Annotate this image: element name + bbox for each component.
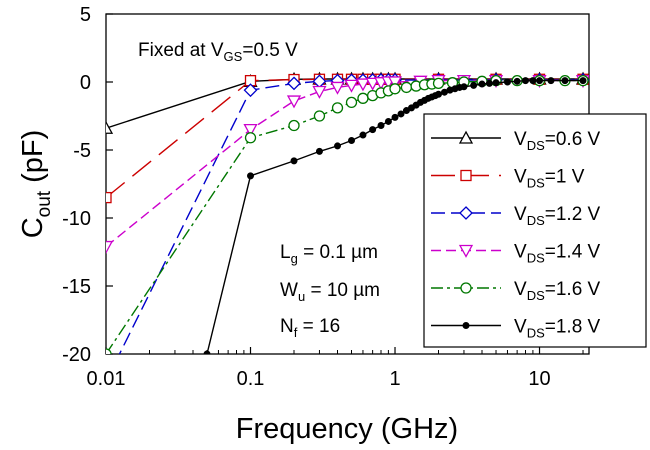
series-point xyxy=(315,147,323,155)
legend-entry: VDS=1.4 V xyxy=(431,242,601,266)
legend-entry: VDS=1.8 V xyxy=(431,317,601,341)
series-5 xyxy=(106,74,589,354)
series-point xyxy=(377,122,385,130)
nf-annotation: Nf = 16 xyxy=(280,316,340,340)
fixed-vgs-annotation: Fixed at VGS=0.5 V xyxy=(138,40,298,64)
legend: VDS=0.6 V VDS=1 V VDS=1.2 V VDS=1.4 V VDS=1.… xyxy=(423,113,647,348)
series-point xyxy=(389,83,401,95)
x-tick-label: 0.1 xyxy=(237,368,265,390)
series-point xyxy=(331,102,344,114)
x-tick-label: 1 xyxy=(389,368,400,390)
series-point xyxy=(244,132,257,144)
series-point xyxy=(470,81,478,89)
series-point xyxy=(334,142,342,150)
series-point xyxy=(384,117,392,125)
legend-entry: VDS=1.2 V xyxy=(431,204,601,228)
series-point xyxy=(290,157,298,165)
legend-label: VDS=1 V xyxy=(514,167,585,191)
series-point xyxy=(391,113,399,121)
series-point xyxy=(243,83,258,98)
series-point xyxy=(345,96,358,109)
series-point xyxy=(387,76,403,90)
series-point xyxy=(397,110,405,118)
legend-marker xyxy=(462,322,470,329)
legend-entry: VDS=0.6 V xyxy=(431,129,601,153)
x-tick-label: 0.01 xyxy=(87,368,126,390)
y-tick-label: -20 xyxy=(62,344,91,366)
series-point xyxy=(203,350,211,354)
x-tick-label: 10 xyxy=(528,368,550,390)
series-point xyxy=(359,131,367,139)
lg-annotation: Lg = 0.1 µm xyxy=(280,242,378,266)
series-point xyxy=(492,79,500,87)
series-point xyxy=(313,110,326,122)
series-point xyxy=(243,123,258,137)
series-point xyxy=(432,77,445,90)
legend-label: VDS=1.4 V xyxy=(514,242,601,266)
legend-label: VDS=0.6 V xyxy=(514,129,601,153)
legend-entry: VDS=1.6 V xyxy=(431,279,601,303)
legend-marker xyxy=(460,169,472,182)
y-tick-label: -15 xyxy=(62,276,91,298)
series-point xyxy=(529,77,537,85)
x-axis-title: Frequency (GHz) xyxy=(236,413,458,445)
series-point xyxy=(106,348,112,354)
legend-marker xyxy=(458,130,474,144)
series-point xyxy=(561,77,569,85)
series-point xyxy=(485,79,493,87)
legend-marker xyxy=(459,206,473,220)
series-point xyxy=(536,77,544,85)
series-point xyxy=(365,77,380,91)
series-point xyxy=(106,120,114,134)
series-point xyxy=(106,191,112,204)
legend-label: VDS=1.6 V xyxy=(514,279,601,303)
y-axis-ticks: 5 0 -5 -10 -15 -20 xyxy=(62,4,113,366)
series-point xyxy=(287,76,301,91)
series-point xyxy=(288,119,300,132)
series-point xyxy=(344,79,359,93)
legend-label: VDS=1.2 V xyxy=(514,204,601,228)
series-point xyxy=(312,85,327,99)
series-point xyxy=(348,136,356,144)
series-point xyxy=(357,92,369,104)
y-tick-label: -5 xyxy=(73,140,91,162)
series-point xyxy=(513,77,521,85)
series-point xyxy=(106,240,114,254)
legend-marker xyxy=(460,282,472,294)
y-tick-label: -10 xyxy=(62,208,91,230)
series-point xyxy=(522,77,530,85)
series-point xyxy=(247,172,255,180)
legend-label: VDS=1.8 V xyxy=(514,317,601,341)
series-point xyxy=(355,78,371,92)
legend-box xyxy=(423,113,647,348)
series-point xyxy=(330,81,345,95)
legend-marker xyxy=(458,244,474,258)
y-axis-title: Cout (pF) xyxy=(17,130,55,239)
series-point xyxy=(400,81,413,94)
wu-annotation: Wu = 10 µm xyxy=(280,280,380,304)
series-point xyxy=(460,83,468,91)
series-point xyxy=(547,77,555,85)
series-point xyxy=(579,77,587,85)
series-layer xyxy=(106,71,589,354)
y-tick-label: 0 xyxy=(80,72,91,94)
series-line xyxy=(106,79,583,248)
series-point xyxy=(478,80,486,88)
series-point xyxy=(286,95,302,109)
series-point xyxy=(369,126,377,134)
legend-entry: VDS=1 V xyxy=(431,167,585,191)
series-point xyxy=(503,78,511,86)
x-axis-ticks: 0.01 0.1 1 10 xyxy=(87,347,584,390)
series-6 xyxy=(203,77,587,354)
y-tick-label: 5 xyxy=(80,4,91,26)
series-point xyxy=(435,90,443,98)
